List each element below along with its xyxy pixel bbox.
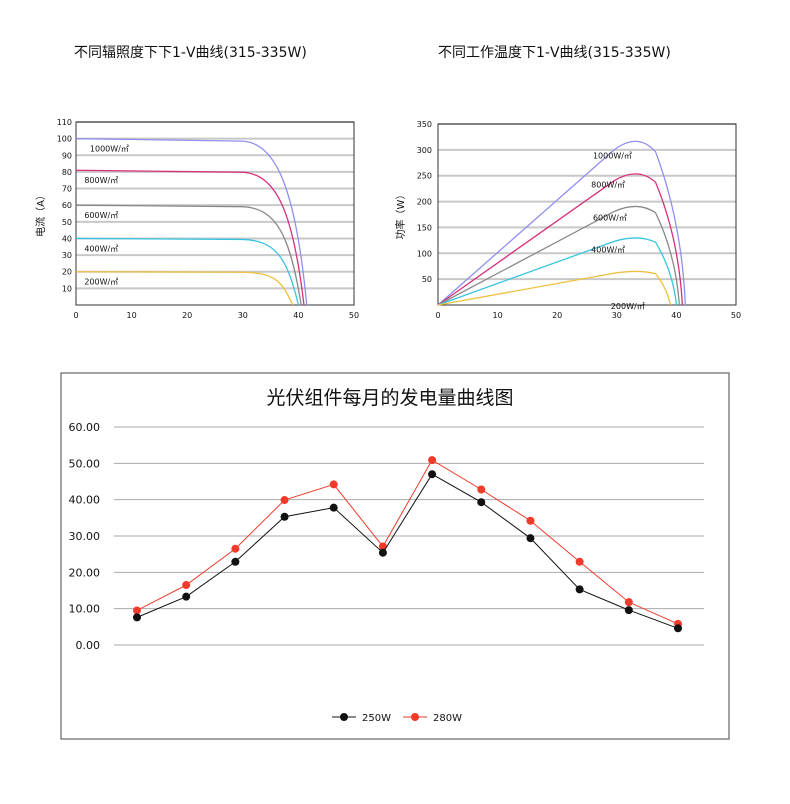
y-tick-label: 300 xyxy=(417,146,432,155)
series-line-4 xyxy=(75,237,300,306)
data-point-280W xyxy=(329,480,338,489)
y-axis-label: 电流（A） xyxy=(34,190,47,237)
x-tick-label: 20 xyxy=(552,311,562,320)
y-tick-label: 70 xyxy=(62,185,72,194)
y-tick-label: 60 xyxy=(62,201,72,210)
data-point-280W xyxy=(575,557,584,566)
x-tick-label: 50 xyxy=(349,311,359,320)
data-point-250W xyxy=(133,613,141,622)
x-tick-label: 40 xyxy=(293,311,303,320)
series-label: 200W/㎡ xyxy=(611,302,645,311)
series-line-4 xyxy=(437,237,678,306)
series-line-2 xyxy=(437,173,684,306)
series-label: 800W/㎡ xyxy=(591,181,625,190)
y-tick-label: 250 xyxy=(417,172,432,181)
y-tick-label: 50 xyxy=(422,275,432,284)
x-tick-label: 10 xyxy=(127,311,137,320)
iv-irradiance-chart: 10 20 30 40 50 60 70 80 90 100 110 0 10 20 30 40 50 电流（A）… xyxy=(34,118,359,320)
series-line-1 xyxy=(437,140,686,306)
y-tick-label: 40 xyxy=(62,234,72,243)
plot-frame xyxy=(75,121,355,306)
data-point-250W xyxy=(477,498,486,507)
y-tick-label: 200 xyxy=(417,198,432,207)
data-point-280W xyxy=(378,542,387,551)
x-tick-label: 50 xyxy=(731,311,741,320)
legend-marker xyxy=(411,713,419,721)
data-point-250W xyxy=(674,624,682,633)
y-tick-label: 10.00 xyxy=(69,603,101,616)
chart-border xyxy=(60,372,730,740)
y-tick-label: 60.00 xyxy=(69,421,101,434)
data-point-250W xyxy=(280,512,289,521)
y-tick-label: 100 xyxy=(57,135,72,144)
x-tick-label: 20 xyxy=(182,311,192,320)
series-line-3 xyxy=(437,205,681,306)
y-tick-label: 10 xyxy=(62,284,72,293)
series-label: 400W/㎡ xyxy=(84,244,118,253)
plot-frame xyxy=(437,123,737,306)
power-temperature-chart: 50 100 150 200 250 300 350 0 10 20 30 40 50 功率（W） 1000… xyxy=(394,120,741,320)
y-tick-label: 110 xyxy=(57,118,72,127)
x-tick-label: 30 xyxy=(238,311,248,320)
series-label: 600W/㎡ xyxy=(593,214,627,223)
x-tick-label: 10 xyxy=(493,311,503,320)
data-point-250W xyxy=(378,548,387,557)
series-label: 400W/㎡ xyxy=(591,246,625,255)
y-tick-label: 50.00 xyxy=(69,457,101,470)
data-point-280W xyxy=(280,496,289,505)
data-point-250W xyxy=(231,557,240,566)
y-tick-label: 80 xyxy=(62,168,72,177)
series-line-5 xyxy=(75,271,294,306)
x-tick-label: 0 xyxy=(73,311,78,320)
data-point-250W xyxy=(428,470,437,479)
series-line-3 xyxy=(75,204,302,306)
y-tick-label: 50 xyxy=(62,218,72,227)
y-tick-label: 20 xyxy=(62,268,72,277)
series-line-280W xyxy=(136,459,679,625)
y-tick-label: 40.00 xyxy=(69,494,101,507)
y-tick-label: 0.00 xyxy=(76,639,101,652)
y-tick-label: 90 xyxy=(62,151,72,160)
data-point-280W xyxy=(133,606,141,615)
series-label: 1000W/㎡ xyxy=(90,145,129,154)
data-point-280W xyxy=(182,581,191,590)
y-tick-label: 100 xyxy=(417,249,432,258)
chart2-title: 不同工作温度下1-V曲线(315-335W) xyxy=(438,45,671,61)
y-tick-label: 150 xyxy=(417,223,432,232)
series-label: 200W/㎡ xyxy=(84,278,118,287)
x-tick-label: 30 xyxy=(612,311,622,320)
x-tick-label: 0 xyxy=(435,311,440,320)
data-point-250W xyxy=(182,592,191,601)
series-line-250W xyxy=(136,473,679,629)
legend-label: 280W xyxy=(433,713,462,724)
data-point-250W xyxy=(575,585,584,594)
monthly-generation-chart: 光伏组件每月的发电量曲线图 0.00 10.00 20.00 30.00 40.00 50.… xyxy=(60,372,730,740)
y-tick-label: 350 xyxy=(417,120,432,129)
data-point-280W xyxy=(231,544,240,553)
data-point-250W xyxy=(526,534,535,543)
data-point-250W xyxy=(329,503,338,512)
y-tick-label: 30 xyxy=(62,251,72,260)
legend-marker xyxy=(340,713,348,721)
y-axis-label: 功率（W） xyxy=(394,190,407,240)
y-tick-label: 30.00 xyxy=(69,530,101,543)
series-line-1 xyxy=(75,137,308,306)
series-label: 600W/㎡ xyxy=(84,211,118,220)
chart3-title: 光伏组件每月的发电量曲线图 xyxy=(266,387,513,409)
legend-label: 250W xyxy=(362,713,391,724)
series-label: 1000W/㎡ xyxy=(593,151,632,160)
data-point-280W xyxy=(477,485,486,494)
x-tick-label: 40 xyxy=(671,311,681,320)
data-point-280W xyxy=(526,516,535,525)
data-point-250W xyxy=(624,606,633,615)
y-tick-label: 20.00 xyxy=(69,566,101,579)
series-line-2 xyxy=(75,169,305,306)
series-line-5 xyxy=(437,270,672,306)
series-label: 800W/㎡ xyxy=(84,176,118,185)
data-point-280W xyxy=(428,456,437,465)
data-point-280W xyxy=(624,598,633,607)
chart1-title: 不同辐照度下下1-V曲线(315-335W) xyxy=(74,45,307,61)
